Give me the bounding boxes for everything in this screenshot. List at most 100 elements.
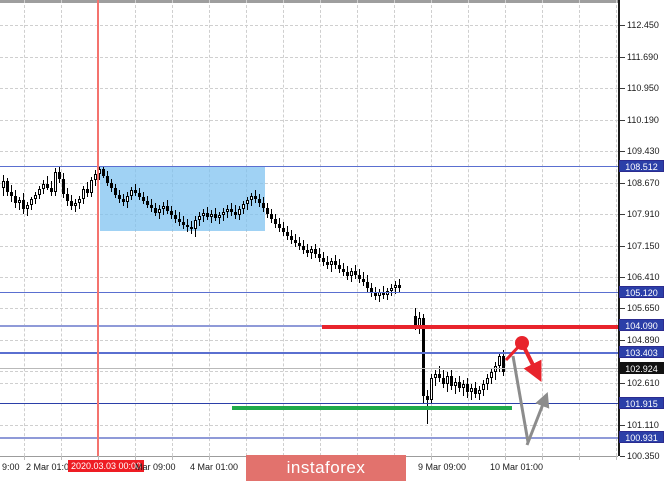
time-tick-label: 10 Mar 01:00 <box>490 462 544 472</box>
time-label-current: 2020.03.03 00:00 <box>68 460 145 472</box>
price-tick-label: 109.430 <box>627 146 660 156</box>
candle-body <box>486 378 489 384</box>
price-tick <box>620 214 625 215</box>
candle-body <box>342 269 345 272</box>
candle-body <box>102 169 105 176</box>
time-tick <box>135 456 136 460</box>
candle-wick <box>27 202 28 216</box>
time-tick-label: Mar 09:00 <box>135 462 176 472</box>
resistance-104090-red[interactable] <box>322 325 618 329</box>
candle-body <box>150 205 153 208</box>
analyst-arrow-annotations <box>504 336 550 446</box>
candle-body <box>278 224 281 228</box>
price-badge-current-price[interactable]: 102.924 <box>619 362 664 374</box>
price-tick-label: 105.650 <box>627 303 660 313</box>
candle-body <box>174 215 177 219</box>
gray-down-arrow <box>511 355 530 443</box>
candle-body <box>26 205 29 209</box>
candle-body <box>250 196 253 200</box>
candle-body <box>178 219 181 222</box>
candle-body <box>390 288 393 291</box>
candle-body <box>222 212 225 215</box>
time-tick <box>431 456 432 460</box>
candle-body <box>114 188 117 195</box>
level-108512[interactable] <box>0 166 618 167</box>
time-tick <box>542 456 543 460</box>
gray-up-arrow <box>525 392 550 446</box>
price-badge-support[interactable]: 101.915 <box>619 397 664 409</box>
horizontal-gridline <box>0 383 618 384</box>
horizontal-gridline <box>0 340 618 341</box>
time-tick <box>505 456 506 460</box>
price-tick-label: 102.610 <box>627 378 660 388</box>
candle-body <box>474 388 477 394</box>
level-105120[interactable] <box>0 292 618 293</box>
candle-body <box>50 188 53 192</box>
candle-body <box>298 243 301 246</box>
candle-wick <box>471 384 472 400</box>
chart-plot-area[interactable] <box>0 0 618 456</box>
price-badge-level[interactable]: 103.403 <box>619 346 664 358</box>
level-101915[interactable] <box>0 403 618 404</box>
candle-body <box>434 374 437 378</box>
price-tick-label: 112.450 <box>627 20 659 30</box>
candle-body <box>446 376 449 384</box>
time-axis[interactable]: 9:00 2 Mar 01:00 2020.03.03 00:00 Mar 09:00… <box>0 456 665 482</box>
level-103403[interactable] <box>0 352 618 354</box>
price-badge-level[interactable]: 108.512 <box>619 160 664 172</box>
candle-body <box>182 222 185 225</box>
horizontal-gridline <box>0 214 618 215</box>
candle-body <box>22 200 25 209</box>
candle-body <box>450 376 453 386</box>
candle-body <box>218 215 221 218</box>
time-tick <box>172 456 173 460</box>
vertical-gridline <box>394 0 395 456</box>
price-tick-label: 101.110 <box>627 420 659 430</box>
candle-body <box>346 272 349 276</box>
candle-wick <box>219 212 220 224</box>
candle-body <box>206 213 209 217</box>
price-tick-label: 107.910 <box>627 209 660 219</box>
price-axis[interactable]: 112.450 111.690 110.950 110.190 109.430 108.6… <box>618 0 665 461</box>
candle-body <box>170 211 173 215</box>
candle-body <box>54 172 57 192</box>
candle-body <box>134 190 137 193</box>
price-tick-label: 110.190 <box>627 115 659 125</box>
candle-body <box>490 372 493 378</box>
candle-body <box>286 232 289 236</box>
price-badge-level[interactable]: 105.120 <box>619 286 664 298</box>
current-price-102924[interactable] <box>0 368 618 369</box>
candle-body <box>10 192 13 196</box>
candle-body <box>146 201 149 205</box>
price-axis-line <box>618 0 620 456</box>
candle-body <box>294 240 297 243</box>
price-tick-label: 107.150 <box>627 241 660 251</box>
price-tick-label: 106.410 <box>627 272 660 282</box>
support-101915-green[interactable] <box>232 406 512 410</box>
candle-body <box>70 201 73 206</box>
price-tick-label: 108.670 <box>627 178 660 188</box>
candle-body <box>318 254 321 258</box>
candle-body <box>14 196 17 203</box>
candle-body <box>266 208 269 214</box>
candle-body <box>502 356 505 372</box>
resistance-104090-base[interactable] <box>0 325 618 327</box>
time-tick <box>209 456 210 460</box>
price-tick <box>620 308 625 309</box>
candle-body <box>162 206 165 209</box>
vertical-gridline <box>61 0 62 456</box>
candle-body <box>158 209 161 213</box>
candle-body <box>226 209 229 212</box>
candle-body <box>326 262 329 265</box>
vertical-gridline <box>542 0 543 456</box>
horizontal-gridline <box>0 25 618 26</box>
candle-body <box>122 199 125 202</box>
price-badge-level[interactable]: 100.931 <box>619 431 664 443</box>
candle-body <box>482 384 485 390</box>
candle-wick <box>19 197 20 210</box>
session-divider[interactable] <box>97 0 99 456</box>
candle-body <box>90 180 93 193</box>
level-100931[interactable] <box>0 437 618 439</box>
price-badge-resistance[interactable]: 104.090 <box>619 319 664 331</box>
candle-body <box>142 197 145 201</box>
